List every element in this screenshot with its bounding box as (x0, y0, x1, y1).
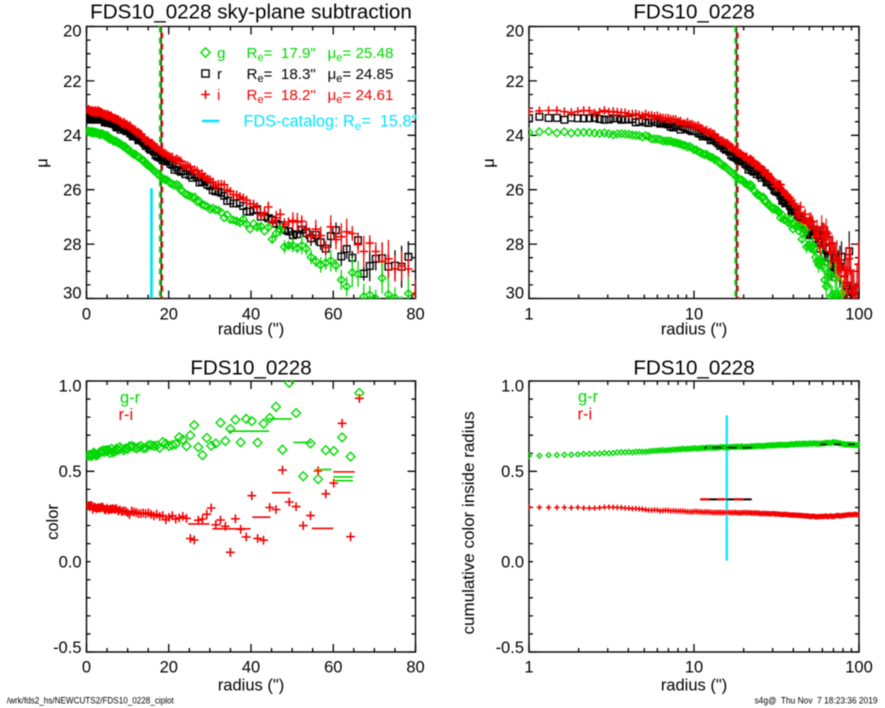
svg-text:μe= 24.61: μe= 24.61 (328, 87, 394, 106)
svg-text:40: 40 (242, 306, 260, 324)
svg-text:μ: μ (480, 158, 498, 168)
svg-text:0: 0 (82, 306, 91, 324)
svg-text:10: 10 (685, 306, 703, 324)
svg-text:20: 20 (506, 23, 524, 41)
svg-text:r-i: r-i (119, 406, 134, 424)
svg-text:μe= 25.48: μe= 25.48 (328, 45, 394, 64)
svg-text:μe= 24.85: μe= 24.85 (328, 66, 394, 85)
svg-text:/wrk/fds2_hs/NEWCUTS2/FDS10_02: /wrk/fds2_hs/NEWCUTS2/FDS10_0228_ciplot (7, 695, 174, 705)
svg-text:μ: μ (34, 158, 52, 168)
svg-text:1.0: 1.0 (59, 378, 82, 396)
svg-text:0.5: 0.5 (59, 463, 82, 481)
svg-text:color: color (44, 504, 62, 540)
svg-text:22: 22 (63, 73, 81, 91)
svg-text:cumulative color inside radius: cumulative color inside radius (459, 412, 478, 635)
svg-text:26: 26 (63, 182, 81, 200)
svg-text:0.0: 0.0 (59, 554, 82, 572)
svg-text:radius ("): radius (") (661, 321, 727, 339)
svg-text:1: 1 (524, 659, 533, 677)
svg-text:20: 20 (160, 659, 178, 677)
svg-text:0.5: 0.5 (501, 463, 524, 481)
svg-text:28: 28 (506, 236, 524, 254)
svg-text:80: 80 (406, 306, 424, 324)
svg-text:24: 24 (63, 127, 81, 145)
svg-text:FDS10_0228: FDS10_0228 (633, 357, 754, 380)
svg-text:radius ("): radius (") (218, 676, 284, 694)
svg-text:40: 40 (242, 659, 260, 677)
svg-text:i: i (217, 87, 220, 104)
svg-text:g-r: g-r (120, 389, 141, 407)
svg-text:24: 24 (506, 127, 524, 145)
svg-text:FDS10_0228 sky-plane subtracti: FDS10_0228 sky-plane subtraction (90, 1, 412, 24)
svg-text:radius ("): radius (") (661, 676, 727, 694)
svg-text:FDS10_0228: FDS10_0228 (190, 357, 311, 380)
svg-text:20: 20 (160, 306, 178, 324)
svg-text:100: 100 (845, 659, 873, 677)
svg-text:r-i: r-i (578, 406, 593, 424)
svg-text:1.0: 1.0 (501, 378, 524, 396)
svg-text:-0.5: -0.5 (496, 639, 524, 657)
svg-text:Re= 18.3": Re= 18.3" (247, 66, 316, 85)
svg-text:radius ("): radius (") (218, 321, 284, 339)
svg-text:0.0: 0.0 (501, 554, 524, 572)
svg-text:1: 1 (524, 306, 533, 324)
svg-text:FDS10_0228: FDS10_0228 (633, 1, 754, 24)
svg-text:0: 0 (82, 659, 91, 677)
svg-text:22: 22 (506, 73, 524, 91)
svg-text:60: 60 (324, 659, 342, 677)
svg-text:28: 28 (63, 236, 81, 254)
svg-text:-0.5: -0.5 (53, 639, 81, 657)
svg-text:20: 20 (63, 23, 81, 41)
svg-text:FDS-catalog: Re= 15.8": FDS-catalog: Re= 15.8" (244, 113, 418, 134)
svg-text:60: 60 (324, 306, 342, 324)
svg-text:s4g@ Thu Nov 7 18:23:36 2019: s4g@ Thu Nov 7 18:23:36 2019 (755, 695, 878, 705)
svg-text:10: 10 (685, 659, 703, 677)
svg-text:100: 100 (845, 306, 873, 324)
svg-text:Re= 17.9": Re= 17.9" (247, 45, 316, 64)
svg-text:30: 30 (506, 285, 524, 303)
svg-text:g: g (217, 45, 225, 62)
svg-text:30: 30 (63, 285, 81, 303)
svg-text:Re= 18.2": Re= 18.2" (247, 87, 316, 106)
svg-text:26: 26 (506, 182, 524, 200)
svg-text:g-r: g-r (578, 388, 599, 406)
svg-text:r: r (217, 66, 222, 83)
svg-text:80: 80 (406, 659, 424, 677)
